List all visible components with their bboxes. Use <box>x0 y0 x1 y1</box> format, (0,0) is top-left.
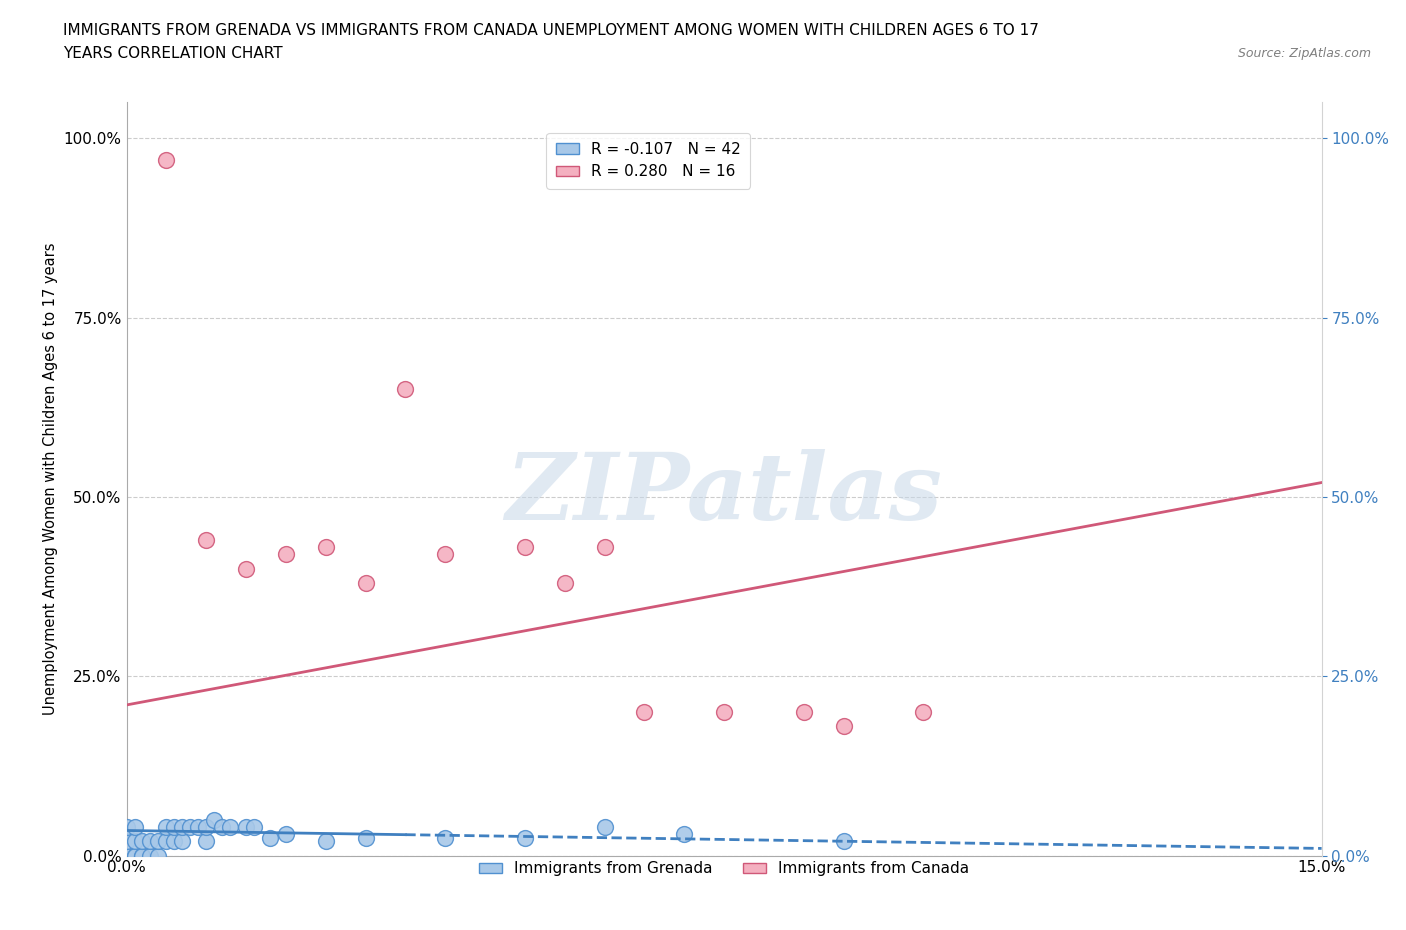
Point <box>131 848 153 863</box>
Point <box>187 819 209 834</box>
Point <box>202 812 225 827</box>
Point <box>115 848 138 863</box>
Point <box>131 834 153 849</box>
Point <box>235 561 257 576</box>
Point <box>434 547 457 562</box>
Point <box>148 834 170 849</box>
Point <box>163 819 186 834</box>
Point <box>713 705 735 720</box>
Point <box>243 819 266 834</box>
Point <box>155 834 177 849</box>
Point <box>354 830 377 845</box>
Point <box>211 819 233 834</box>
Point <box>593 819 616 834</box>
Point <box>155 819 177 834</box>
Point <box>315 539 337 554</box>
Point <box>172 819 194 834</box>
Y-axis label: Unemployment Among Women with Children Ages 6 to 17 years: Unemployment Among Women with Children A… <box>44 243 58 715</box>
Point <box>115 848 138 863</box>
Text: YEARS CORRELATION CHART: YEARS CORRELATION CHART <box>63 46 283 61</box>
Point <box>832 834 855 849</box>
Point <box>315 834 337 849</box>
Point <box>235 819 257 834</box>
Point <box>155 153 177 167</box>
Point <box>832 719 855 734</box>
Point <box>394 382 416 397</box>
Point <box>195 819 218 834</box>
Text: Source: ZipAtlas.com: Source: ZipAtlas.com <box>1237 46 1371 60</box>
Point <box>673 827 696 842</box>
Point <box>139 834 162 849</box>
Point <box>124 819 146 834</box>
Point <box>219 819 242 834</box>
Point <box>274 827 297 842</box>
Point <box>554 576 576 591</box>
Point <box>163 834 186 849</box>
Point <box>115 848 138 863</box>
Text: ZIPatlas: ZIPatlas <box>506 449 942 539</box>
Point <box>274 547 297 562</box>
Point <box>259 830 281 845</box>
Point <box>115 848 138 863</box>
Point <box>139 848 162 863</box>
Point <box>912 705 935 720</box>
Point <box>513 830 536 845</box>
Point <box>124 848 146 863</box>
Point <box>115 819 138 834</box>
Point <box>354 576 377 591</box>
Point <box>195 533 218 548</box>
Point <box>513 539 536 554</box>
Point <box>793 705 815 720</box>
Point <box>124 848 146 863</box>
Text: IMMIGRANTS FROM GRENADA VS IMMIGRANTS FROM CANADA UNEMPLOYMENT AMONG WOMEN WITH : IMMIGRANTS FROM GRENADA VS IMMIGRANTS FR… <box>63 23 1039 38</box>
Point <box>434 830 457 845</box>
Point <box>115 834 138 849</box>
Point <box>115 848 138 863</box>
Point <box>124 834 146 849</box>
Point <box>633 705 655 720</box>
Point <box>131 848 153 863</box>
Point <box>195 834 218 849</box>
Legend: Immigrants from Grenada, Immigrants from Canada: Immigrants from Grenada, Immigrants from… <box>470 852 979 885</box>
Point <box>593 539 616 554</box>
Point <box>179 819 201 834</box>
Point <box>148 848 170 863</box>
Point <box>172 834 194 849</box>
